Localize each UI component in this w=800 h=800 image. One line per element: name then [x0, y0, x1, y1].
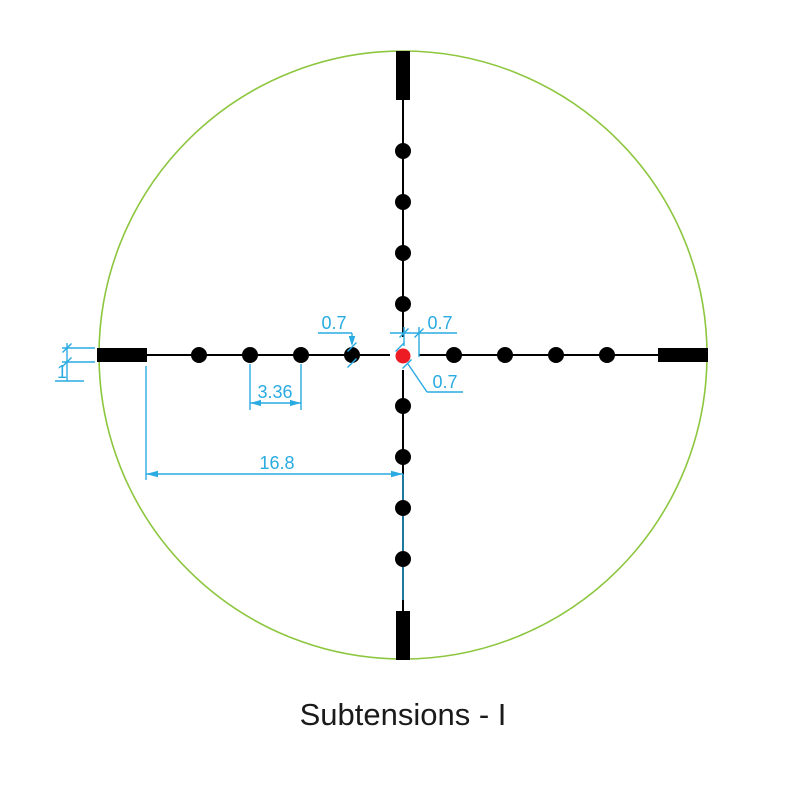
tick-mark: [395, 342, 405, 352]
dimension-center-dot-diameter: [395, 342, 463, 393]
arrowhead-right: [391, 470, 403, 478]
dimension-post-to-center: [145, 366, 403, 480]
arrowhead-left: [146, 470, 158, 478]
dot-bottom-4: [395, 551, 411, 567]
dot-bottom-2: [395, 449, 411, 465]
dimension-center-gap: [390, 327, 457, 357]
dimension-labels: 1 16.8 3.36 0.7 0.7 0.7: [57, 313, 458, 473]
dimension-dot-spacing: [249, 364, 302, 410]
post-right: [658, 348, 708, 362]
dim-label-dot-spacing: 3.36: [257, 382, 292, 402]
dimension-dot-diameter: [318, 332, 357, 368]
post-bottom: [396, 611, 410, 660]
tick-mark: [347, 342, 357, 352]
dim-label-post-to-center: 16.8: [259, 453, 294, 473]
dot-top-3: [395, 194, 411, 210]
arrowhead-left: [250, 399, 261, 407]
tick-mark: [399, 328, 409, 338]
post-left: [97, 348, 147, 362]
dimension-linework: [55, 327, 463, 480]
center-dot: [395, 348, 411, 364]
dot-bottom-3: [395, 500, 411, 516]
dim-label-center-dot-diameter: 0.7: [432, 372, 457, 392]
dot-bottom-1: [395, 398, 411, 414]
arrowhead-right: [290, 399, 301, 407]
dot-top-4: [395, 143, 411, 159]
dot-left-1: [344, 347, 360, 363]
leader-line: [407, 363, 428, 393]
post-top: [396, 51, 410, 100]
dot-left-2: [293, 347, 309, 363]
dot-left-3: [242, 347, 258, 363]
arrowhead-down: [348, 336, 356, 346]
dot-top-1: [395, 296, 411, 312]
diagram-title: Subtensions - I: [300, 697, 507, 732]
dimension-post-thickness: [55, 343, 95, 382]
dim-label-dot-diameter: 0.7: [321, 313, 346, 333]
tick-mark: [414, 328, 424, 338]
dim-label-post-thickness: 1: [57, 362, 67, 382]
dot-right-3: [548, 347, 564, 363]
dot-right-2: [497, 347, 513, 363]
dim-label-center-gap: 0.7: [427, 313, 452, 333]
dot-left-4: [191, 347, 207, 363]
dot-right-1: [446, 347, 462, 363]
tick-mark: [402, 359, 412, 369]
tick-mark: [347, 358, 357, 368]
dot-right-4: [599, 347, 615, 363]
dot-top-2: [395, 245, 411, 261]
reticle-posts: [97, 51, 708, 660]
